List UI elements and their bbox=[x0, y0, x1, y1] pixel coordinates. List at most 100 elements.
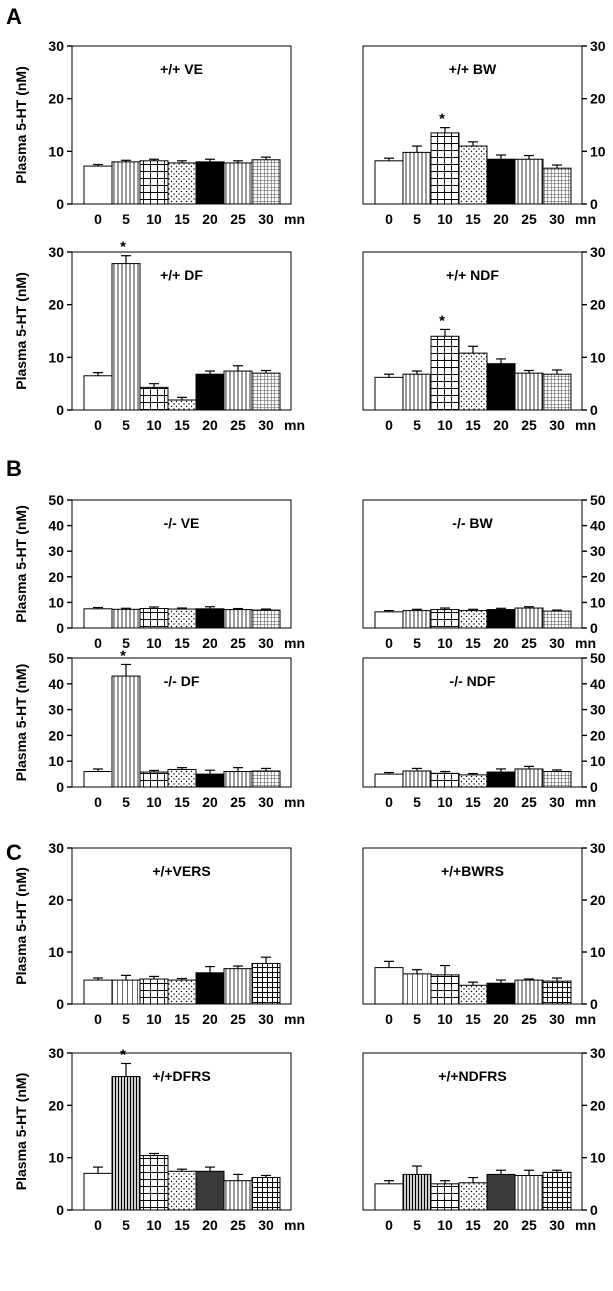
x-tick-label: 30 bbox=[258, 635, 274, 651]
x-unit-label: mn bbox=[575, 794, 596, 810]
bar-15mn bbox=[167, 162, 197, 205]
bar-25mn bbox=[514, 1174, 544, 1211]
y-tick-label: 0 bbox=[590, 196, 598, 212]
bar-10mn bbox=[139, 771, 169, 788]
bar-0mn bbox=[374, 376, 404, 411]
y-tick-label: 40 bbox=[590, 518, 606, 534]
y-tick-label: 30 bbox=[48, 1045, 64, 1061]
y-tick-label: 0 bbox=[56, 196, 64, 212]
bar-20mn bbox=[486, 363, 516, 411]
bar-25mn bbox=[514, 768, 544, 788]
y-tick-label: 0 bbox=[56, 996, 64, 1012]
x-tick-label: 15 bbox=[174, 1217, 190, 1233]
panel-label-c: C bbox=[6, 840, 22, 865]
y-tick-label: 40 bbox=[48, 518, 64, 534]
x-tick-label: 10 bbox=[146, 417, 162, 433]
x-tick-label: 30 bbox=[258, 1217, 274, 1233]
y-tick-label: 0 bbox=[590, 996, 598, 1012]
x-tick-label: 10 bbox=[437, 417, 453, 433]
bar-25mn bbox=[514, 979, 544, 1005]
y-tick-label: 50 bbox=[590, 650, 606, 666]
chart-title: -/- VE bbox=[164, 515, 200, 531]
x-unit-label: mn bbox=[284, 1011, 305, 1027]
chart-title: +/+ BW bbox=[449, 61, 497, 77]
bar-30mn bbox=[542, 1171, 572, 1211]
y-tick-label: 0 bbox=[590, 402, 598, 418]
x-tick-label: 20 bbox=[202, 211, 218, 227]
x-tick-label: 30 bbox=[549, 211, 565, 227]
y-tick-label: 0 bbox=[590, 779, 598, 795]
bar-0mn bbox=[83, 165, 113, 205]
x-tick-label: 10 bbox=[437, 1217, 453, 1233]
x-tick-label: 25 bbox=[521, 417, 537, 433]
bar-15mn bbox=[458, 984, 488, 1005]
y-tick-label: 30 bbox=[590, 1045, 606, 1061]
x-tick-label: 15 bbox=[465, 417, 481, 433]
x-tick-label: 0 bbox=[94, 417, 102, 433]
y-tick-label: 10 bbox=[590, 143, 606, 159]
x-tick-label: 15 bbox=[465, 1011, 481, 1027]
x-tick-label: 25 bbox=[230, 417, 246, 433]
x-tick-label: 10 bbox=[437, 794, 453, 810]
significance-asterisk: * bbox=[120, 1046, 126, 1063]
x-tick-label: 15 bbox=[465, 211, 481, 227]
x-tick-label: 10 bbox=[146, 1011, 162, 1027]
x-tick-label: 15 bbox=[465, 635, 481, 651]
bar-30mn bbox=[542, 610, 572, 629]
y-tick-label: 0 bbox=[56, 402, 64, 418]
y-tick-label: 20 bbox=[590, 1097, 606, 1113]
x-tick-label: 20 bbox=[493, 794, 509, 810]
bar-15mn bbox=[167, 768, 197, 788]
bar-30mn bbox=[251, 372, 281, 411]
x-tick-label: 20 bbox=[202, 794, 218, 810]
x-tick-label: 30 bbox=[258, 794, 274, 810]
x-tick-label: 5 bbox=[122, 635, 130, 651]
x-tick-label: 5 bbox=[122, 417, 130, 433]
bar-25mn bbox=[514, 372, 544, 411]
x-tick-label: 0 bbox=[385, 635, 393, 651]
x-tick-label: 30 bbox=[549, 1011, 565, 1027]
x-unit-label: mn bbox=[284, 635, 305, 651]
y-tick-label: 20 bbox=[590, 892, 606, 908]
bar-5mn bbox=[402, 1173, 432, 1211]
x-tick-label: 25 bbox=[230, 635, 246, 651]
panel-label-b: B bbox=[6, 456, 22, 481]
bar-30mn bbox=[542, 980, 572, 1005]
bar-25mn bbox=[223, 162, 253, 205]
y-tick-label: 20 bbox=[48, 569, 64, 585]
bar-0mn bbox=[83, 771, 113, 788]
bar-20mn bbox=[486, 609, 516, 629]
x-tick-label: 5 bbox=[122, 794, 130, 810]
y-axis-label: Plasma 5-HT (nM) bbox=[13, 867, 29, 984]
y-axis-label: Plasma 5-HT (nM) bbox=[13, 66, 29, 183]
chart-2: 0 10 20 30 +/+ BW 0 5 * 10 15 20 25 30 mn bbox=[362, 38, 606, 227]
chart-10: 0 10 20 30 +/+BWRS 0 5 10 15 20 25 30 mn bbox=[362, 840, 606, 1027]
bar-25mn bbox=[223, 771, 253, 788]
bar-5mn bbox=[402, 610, 432, 629]
x-tick-label: 25 bbox=[521, 1217, 537, 1233]
y-tick-label: 0 bbox=[590, 1202, 598, 1218]
bar-5mn bbox=[402, 373, 432, 411]
x-tick-label: 5 bbox=[413, 635, 421, 651]
y-tick-label: 10 bbox=[48, 753, 64, 769]
x-tick-label: 20 bbox=[202, 1217, 218, 1233]
bar-10mn bbox=[430, 772, 460, 788]
bar-5mn bbox=[111, 675, 141, 788]
x-tick-label: 20 bbox=[493, 1011, 509, 1027]
bar-10mn bbox=[139, 608, 169, 629]
significance-asterisk: * bbox=[439, 111, 445, 128]
y-tick-label: 30 bbox=[590, 543, 606, 559]
x-unit-label: mn bbox=[284, 794, 305, 810]
y-tick-label: 20 bbox=[48, 297, 64, 313]
chart-title: +/+DFRS bbox=[152, 1068, 210, 1084]
bar-15mn bbox=[458, 352, 488, 411]
y-tick-label: 20 bbox=[590, 727, 606, 743]
y-tick-label: 10 bbox=[590, 1150, 606, 1166]
y-tick-label: 20 bbox=[48, 91, 64, 107]
x-tick-label: 5 bbox=[413, 1217, 421, 1233]
panel-label-a: A bbox=[6, 4, 22, 29]
y-tick-label: 30 bbox=[590, 244, 606, 260]
chart-9: 0 10 20 30 Plasma 5-HT (nM) +/+VERS 0 5 10 15 20 25… bbox=[13, 840, 305, 1027]
y-tick-label: 10 bbox=[48, 143, 64, 159]
